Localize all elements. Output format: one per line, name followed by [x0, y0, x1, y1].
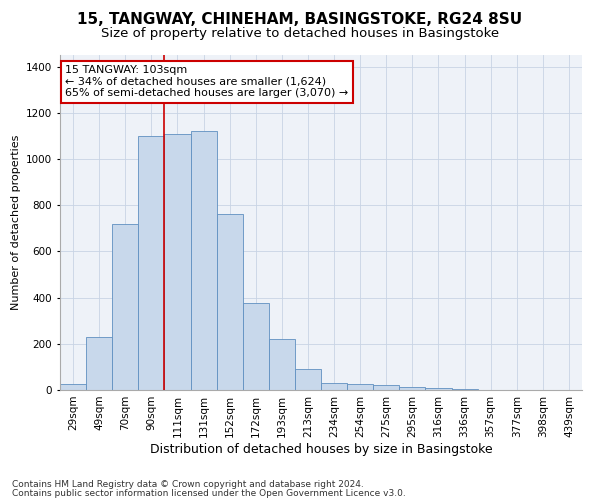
Text: Contains public sector information licensed under the Open Government Licence v3: Contains public sector information licen…: [12, 489, 406, 498]
Bar: [373, 386, 400, 390]
Bar: [321, 383, 347, 390]
X-axis label: Distribution of detached houses by size in Basingstoke: Distribution of detached houses by size …: [149, 442, 493, 456]
Bar: [295, 369, 321, 390]
Bar: [112, 224, 139, 390]
Text: Size of property relative to detached houses in Basingstoke: Size of property relative to detached ho…: [101, 28, 499, 40]
Text: Contains HM Land Registry data © Crown copyright and database right 2024.: Contains HM Land Registry data © Crown c…: [12, 480, 364, 489]
Text: 15 TANGWAY: 103sqm
← 34% of detached houses are smaller (1,624)
65% of semi-deta: 15 TANGWAY: 103sqm ← 34% of detached hou…: [65, 65, 349, 98]
Text: 15, TANGWAY, CHINEHAM, BASINGSTOKE, RG24 8SU: 15, TANGWAY, CHINEHAM, BASINGSTOKE, RG24…: [77, 12, 523, 28]
Bar: [164, 134, 191, 390]
Bar: [425, 388, 452, 390]
Bar: [347, 384, 373, 390]
Bar: [242, 302, 269, 390]
Bar: [400, 386, 425, 390]
Y-axis label: Number of detached properties: Number of detached properties: [11, 135, 20, 310]
Bar: [60, 384, 86, 390]
Bar: [86, 337, 112, 390]
Bar: [191, 131, 217, 390]
Bar: [269, 339, 295, 390]
Bar: [139, 136, 164, 390]
Bar: [452, 389, 478, 390]
Bar: [217, 214, 243, 390]
